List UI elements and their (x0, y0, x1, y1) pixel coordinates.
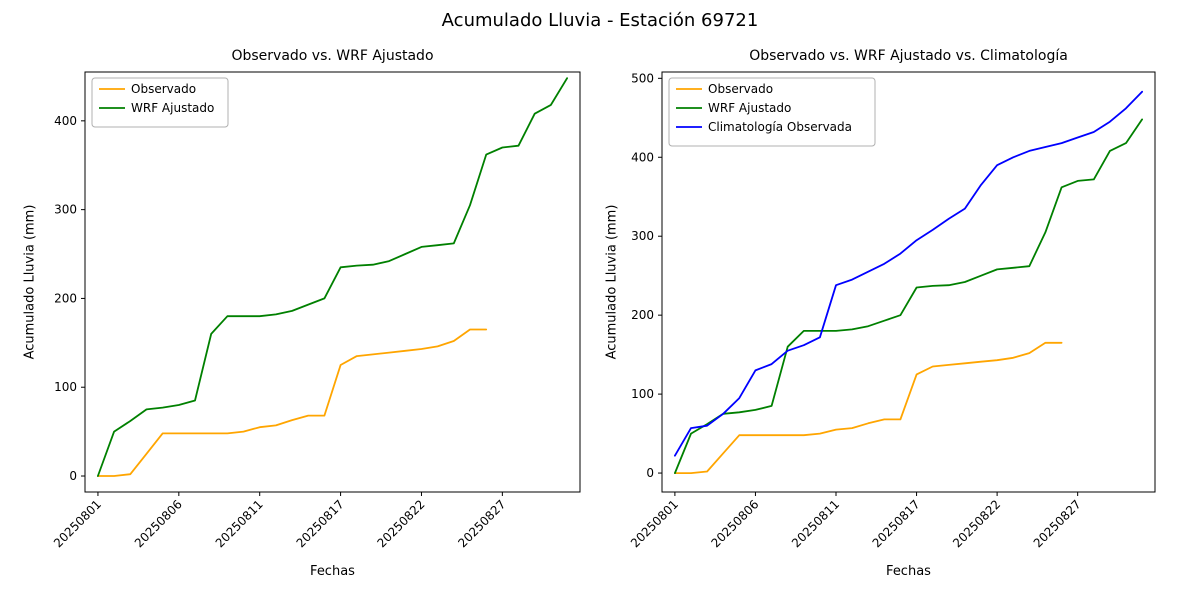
axes-frame (84, 71, 581, 493)
y-tick-label: 200 (631, 308, 654, 322)
y-tick-label: 300 (631, 229, 654, 243)
axes-frame (661, 71, 1156, 493)
right-x-axis-label: Fechas (886, 564, 931, 579)
left-x-axis-label: Fechas (310, 564, 355, 579)
y-tick-label: 200 (54, 291, 77, 305)
x-tick-label: 20250806 (708, 497, 761, 550)
series-line-observado (97, 328, 488, 477)
figure-title: Acumulado Lluvia - Estación 69721 (441, 10, 759, 31)
chart-panel-0: 0 100 200 300 400 20250801 20250806 20250811 202… (51, 71, 581, 550)
x-tick-label: 20250801 (51, 497, 104, 550)
legend-label: Climatología Observada (708, 120, 852, 134)
x-tick-label: 20250822 (375, 497, 428, 550)
x-tick-label: 20250811 (789, 497, 842, 550)
legend-label: WRF Ajustado (708, 101, 791, 115)
x-tick-label: 20250817 (294, 497, 347, 550)
y-tick-label: 0 (646, 466, 654, 480)
legend-label: Observado (708, 82, 773, 96)
legend-box (668, 77, 876, 147)
y-tick-label: 400 (54, 114, 77, 128)
series-line-climatolog-a-observada (674, 90, 1143, 457)
y-tick-label: 0 (69, 469, 77, 483)
x-tick-label: 20250827 (455, 497, 508, 550)
chart-panel-1: 0 100 200 300 400 500 20250801 20250806 20250811… (628, 71, 1156, 550)
x-tick-label: 20250822 (950, 497, 1003, 550)
x-tick-label: 20250811 (213, 497, 266, 550)
y-tick-label: 400 (631, 150, 654, 164)
left-subplot-title: Observado vs. WRF Ajustado (231, 48, 434, 64)
right-subplot-title: Observado vs. WRF Ajustado vs. Climatolo… (749, 48, 1068, 64)
y-tick-label: 300 (54, 203, 77, 217)
y-tick-label: 500 (631, 71, 654, 85)
x-tick-label: 20250827 (1031, 497, 1084, 550)
x-tick-label: 20250801 (628, 497, 681, 550)
series-line-observado (674, 341, 1063, 475)
x-tick-label: 20250806 (132, 497, 185, 550)
legend-label: Observado (131, 82, 196, 96)
x-tick-label: 20250817 (870, 497, 923, 550)
legend-label: WRF Ajustado (131, 101, 214, 115)
series-line-wrf-ajustado (674, 118, 1143, 475)
series-line-wrf-ajustado (97, 77, 568, 477)
y-tick-label: 100 (631, 387, 654, 401)
legend-box (91, 77, 229, 128)
y-tick-label: 100 (54, 380, 77, 394)
